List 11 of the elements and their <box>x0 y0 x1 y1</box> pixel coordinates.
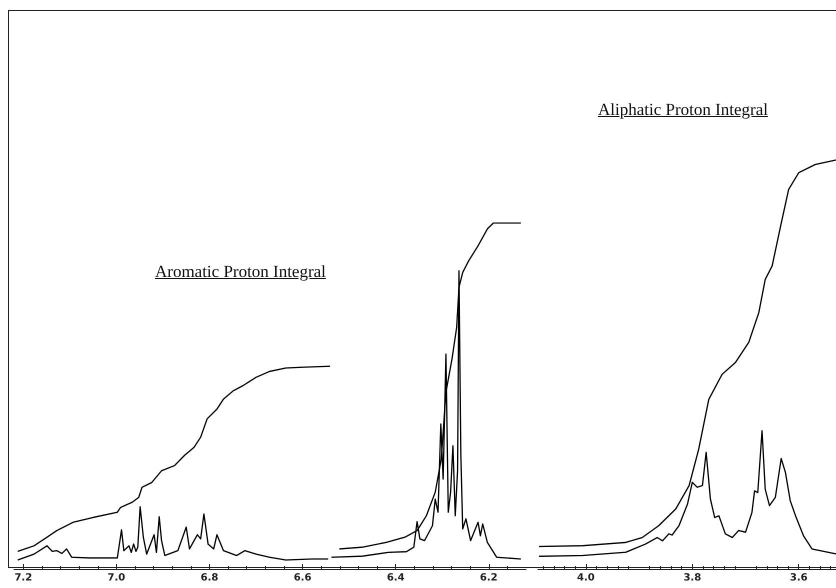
x-tick-label: 6.4 <box>386 572 405 584</box>
text: Aliphatic Proton Integral <box>598 100 768 120</box>
x-tick-label: 3.8 <box>683 572 702 584</box>
x-tick-label: 7.0 <box>108 572 126 584</box>
x-tick-label: 6.2 <box>480 572 498 584</box>
x-tick-label: 3.6 <box>790 572 808 584</box>
x-tick-label: 4.0 <box>577 572 595 584</box>
annotation: Aromatic Proton Integral <box>155 262 326 282</box>
x-tick-label: 6.8 <box>200 572 218 584</box>
x-tick-label: 7.2 <box>14 572 32 584</box>
x-tick-label: 6.6 <box>294 572 312 584</box>
